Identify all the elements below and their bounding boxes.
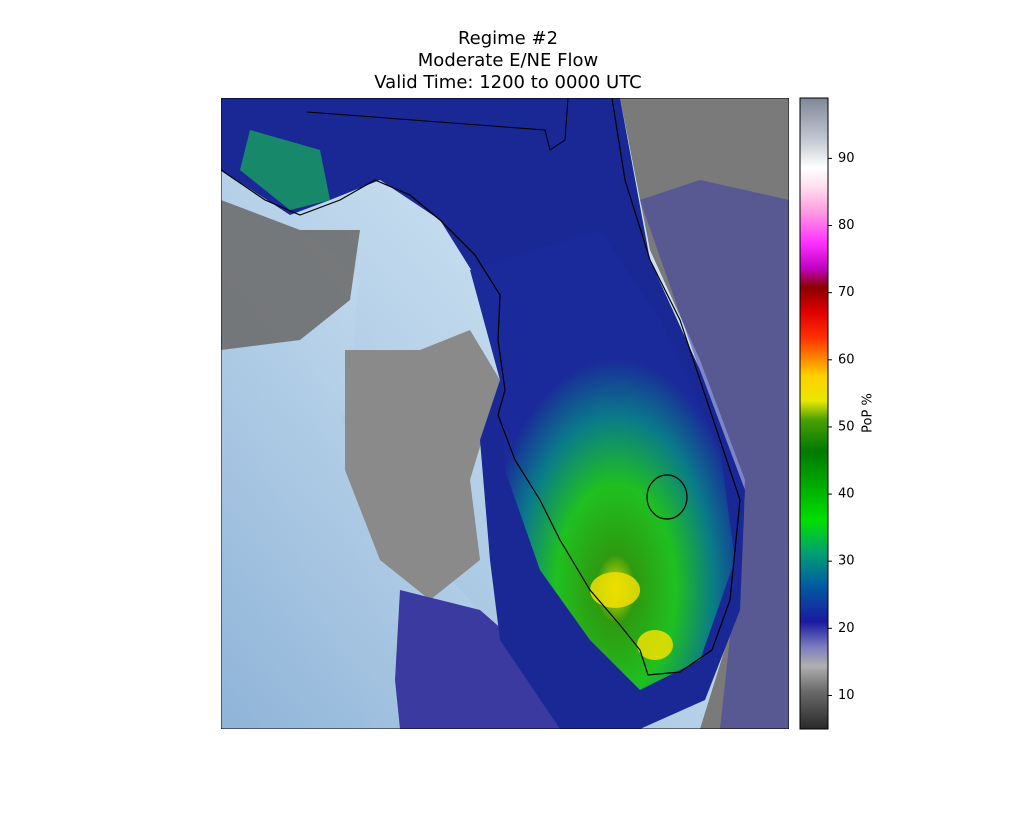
coastline	[221, 98, 741, 676]
colorbar-label: PoP %	[861, 393, 876, 433]
colorbar-tick-label: 80	[838, 218, 855, 233]
colorbar-tick-label: 50	[838, 419, 855, 434]
colorbar-tick-label: 60	[838, 352, 855, 367]
rain-area	[240, 130, 330, 210]
colorbar-tick-label: 40	[838, 487, 855, 502]
rain-max	[590, 572, 640, 608]
colorbar-tick-label: 30	[838, 554, 855, 569]
colorbar-tick-label: 90	[838, 151, 855, 166]
colorbar: PoP % 10 20 30 40 50 60 70 80 90	[799, 97, 876, 730]
atlantic-cloud	[640, 180, 789, 729]
rain-max	[637, 630, 673, 660]
title-line: Valid Time: 1200 to 0000 UTC	[374, 72, 641, 93]
title-line: Moderate E/NE Flow	[418, 50, 598, 71]
colorbar-scale	[799, 97, 829, 730]
title-line: Regime #2	[458, 28, 558, 49]
colorbar-tick-label: 20	[838, 621, 855, 636]
gulf-cloud	[221, 200, 360, 350]
state-border	[306, 98, 569, 151]
rain-area	[470, 230, 735, 690]
gulf-cloud	[345, 330, 500, 600]
colorbar-tick-label: 10	[838, 688, 855, 703]
colorbar-tick-label: 70	[838, 285, 855, 300]
gulf	[221, 210, 600, 729]
lake-okeechobee	[646, 474, 688, 520]
map	[221, 98, 789, 729]
